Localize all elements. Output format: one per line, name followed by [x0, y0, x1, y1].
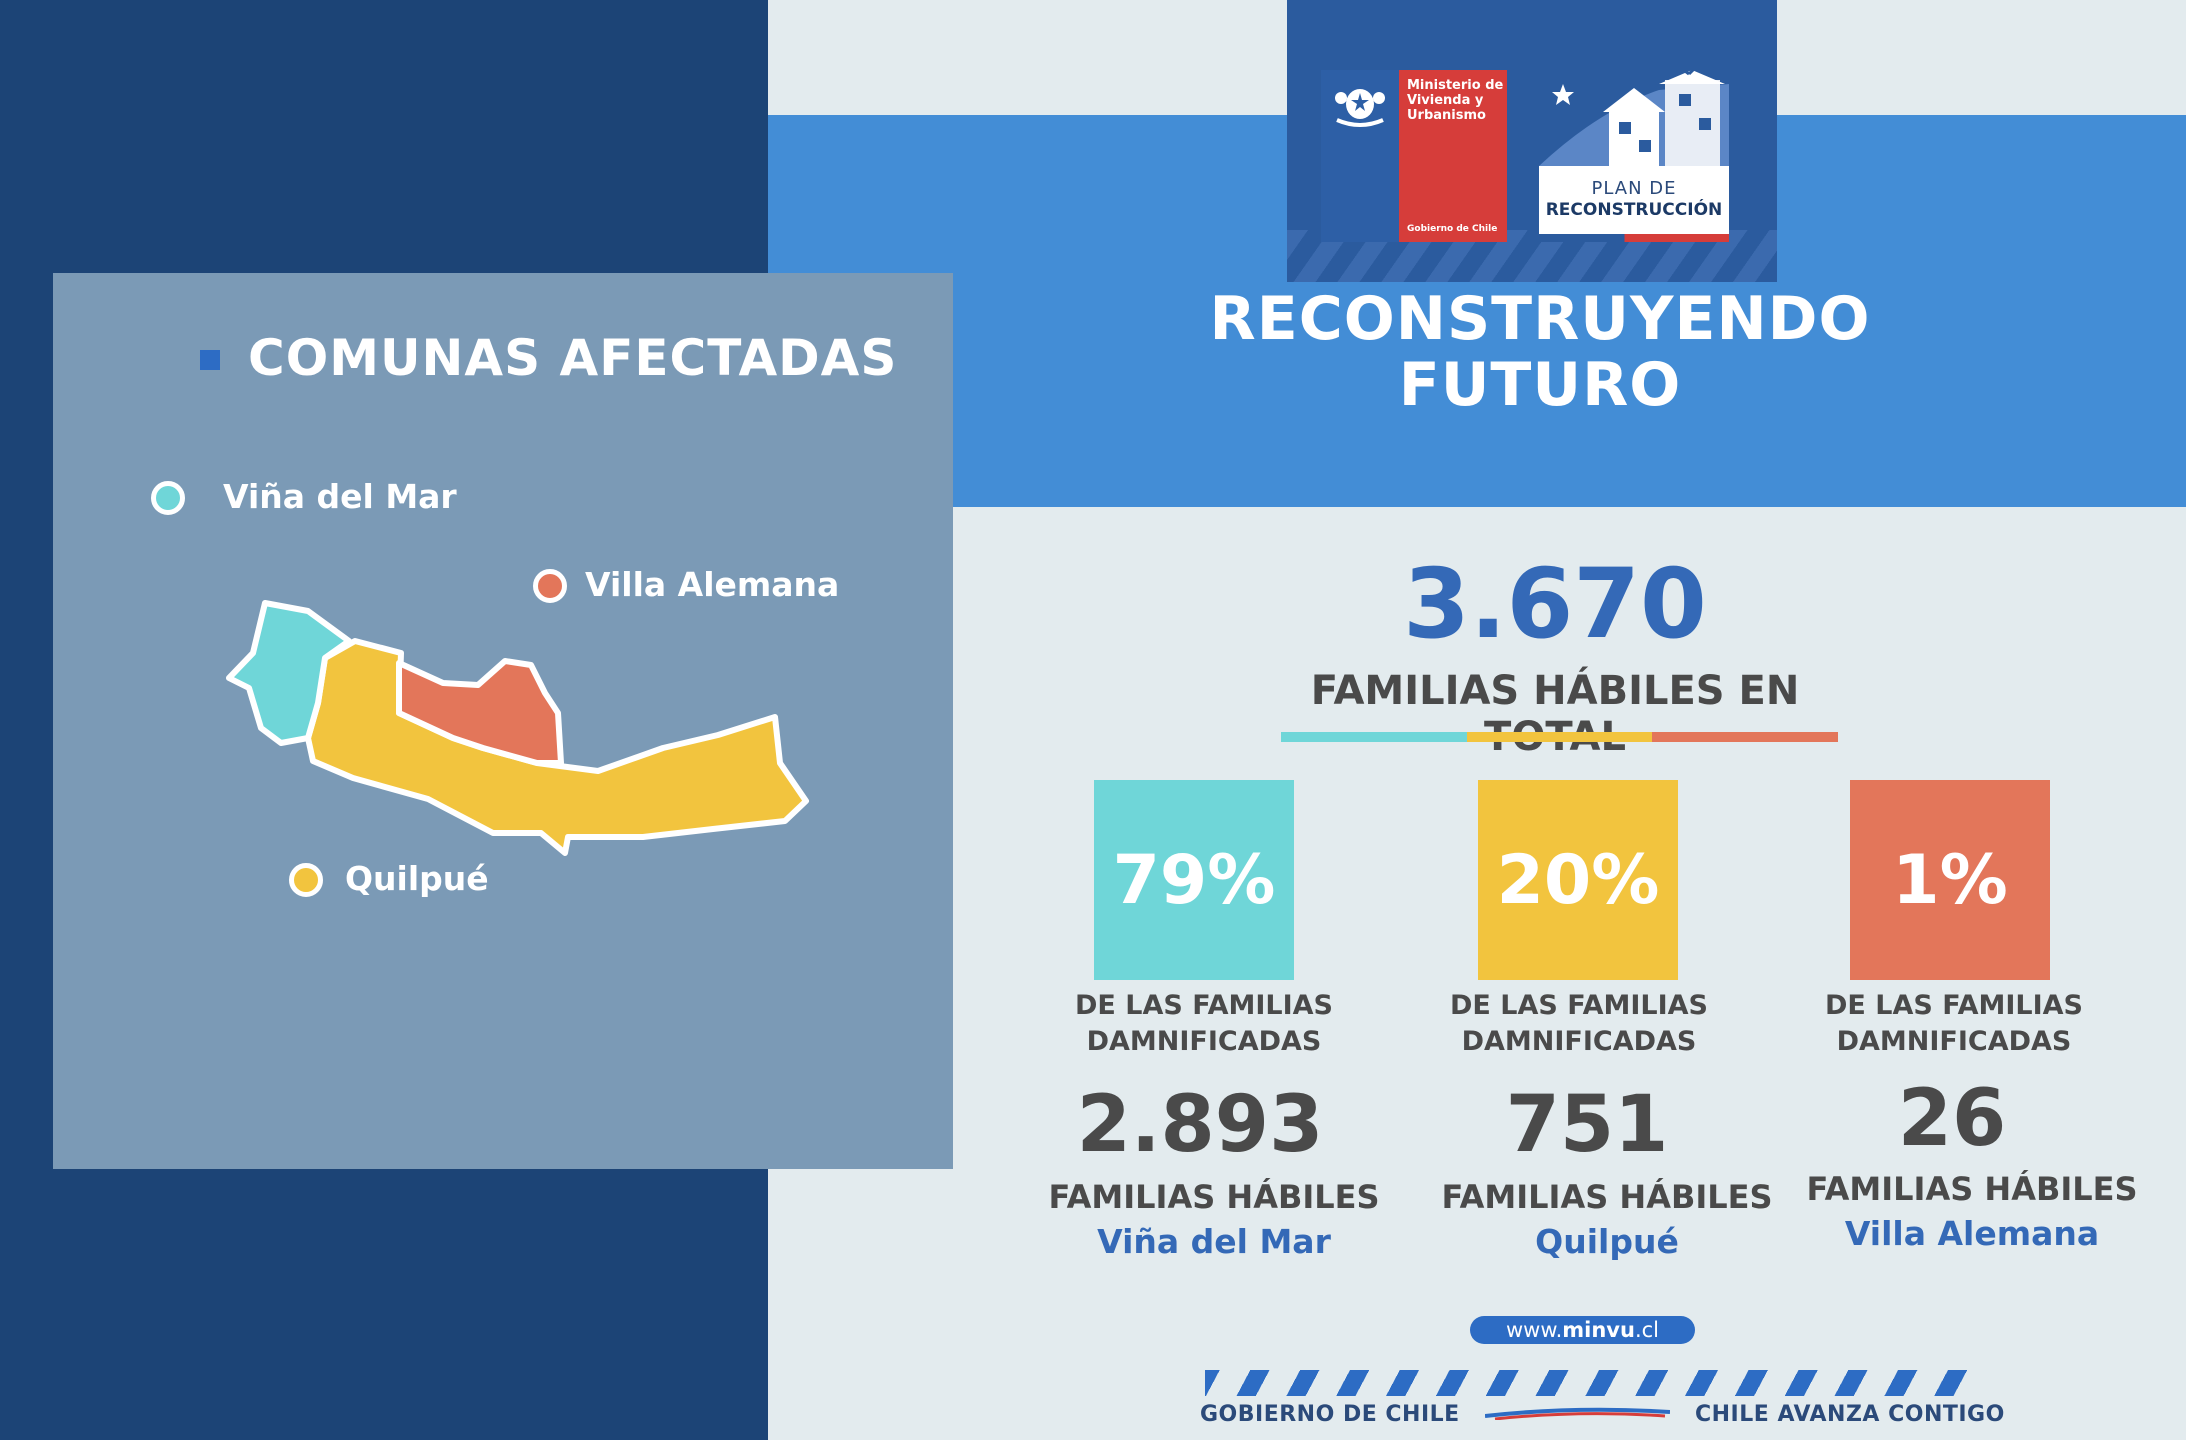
legend-label-vina: Viña del Mar — [223, 477, 457, 516]
total-families: 3.670 — [1403, 548, 1707, 660]
legend-dot-vina — [151, 481, 185, 515]
map-panel: COMUNAS AFECTADAS Viña del Mar Villa Ale… — [53, 273, 953, 1169]
legend-dot-quilpue — [289, 863, 323, 897]
percent-villa-alemana: 1% — [1892, 840, 2008, 920]
count-label-vina: FAMILIAS HÁBILES — [1048, 1178, 1380, 1216]
legend-dot-villa-alemana — [533, 569, 567, 603]
count-villa-alemana: 26 — [1897, 1074, 2007, 1164]
tricolor-cyan — [1281, 732, 1467, 742]
headline-line2: FUTURO — [1398, 350, 1682, 420]
commune-villa-alemana: Villa Alemana — [1844, 1214, 2100, 1253]
plan-logo: PLAN DE RECONSTRUCCIÓN — [1539, 70, 1729, 242]
percent-vina: 79% — [1112, 840, 1276, 920]
headline: RECONSTRUYENDO FUTURO — [1140, 286, 1940, 418]
ministry-logo: Ministerio de Vivienda y Urbanismo Gobie… — [1321, 70, 1507, 242]
percent-box-villa-alemana: 1% — [1850, 780, 2050, 980]
title-bullet-icon — [200, 350, 220, 370]
total-label: FAMILIAS HÁBILES EN TOTAL — [1310, 668, 1800, 760]
tricolor-bar — [1281, 732, 1839, 742]
website-link[interactable]: www.minvu.cl — [1470, 1316, 1695, 1344]
count-quilpue: 751 — [1505, 1080, 1669, 1170]
map-region-villa-alemana — [396, 658, 564, 766]
percent-label-vina: DE LAS FAMILIAS DAMNIFICADAS — [1075, 990, 1333, 1057]
logo-block: Ministerio de Vivienda y Urbanismo Gobie… — [1287, 0, 1777, 282]
ministry-name: Ministerio de Vivienda y Urbanismo — [1407, 78, 1504, 123]
commune-vina: Viña del Mar — [1097, 1222, 1331, 1261]
percent-quilpue: 20% — [1496, 840, 1660, 920]
count-label-quilpue: FAMILIAS HÁBILES — [1441, 1178, 1773, 1216]
commune-quilpue: Quilpué — [1535, 1222, 1679, 1261]
tricolor-orange — [1652, 732, 1839, 742]
communes-map — [226, 600, 809, 856]
footer-government: GOBIERNO DE CHILE — [1200, 1402, 1460, 1427]
map-region-vina — [226, 600, 352, 746]
percent-label-quilpue: DE LAS FAMILIAS DAMNIFICADAS — [1450, 990, 1708, 1057]
count-label-villa-alemana: FAMILIAS HÁBILES — [1806, 1170, 2138, 1208]
houses-icon — [1539, 70, 1729, 166]
tricolor-yellow — [1466, 732, 1653, 742]
percent-label-villa-alemana: DE LAS FAMILIAS DAMNIFICADAS — [1825, 990, 2083, 1057]
headline-line1: RECONSTRUYENDO — [1209, 284, 1871, 354]
count-vina: 2.893 — [1076, 1080, 1324, 1170]
ministry-footer: Gobierno de Chile — [1407, 224, 1498, 234]
footer-stripes — [1205, 1370, 1967, 1396]
map-title: COMUNAS AFECTADAS — [248, 329, 898, 387]
percent-box-vina: 79% — [1094, 780, 1294, 980]
plan-title-line2: RECONSTRUCCIÓN — [1545, 200, 1723, 220]
plan-title-line1: PLAN DE — [1591, 178, 1677, 199]
coat-of-arms-icon — [1335, 89, 1385, 127]
flag-swoosh-icon — [1485, 1407, 1670, 1420]
legend-label-quilpue: Quilpué — [345, 859, 489, 898]
footer-slogan: CHILE AVANZA CONTIGO — [1695, 1402, 2005, 1427]
percent-box-quilpue: 20% — [1478, 780, 1678, 980]
legend-label-villa-alemana: Villa Alemana — [585, 565, 840, 604]
